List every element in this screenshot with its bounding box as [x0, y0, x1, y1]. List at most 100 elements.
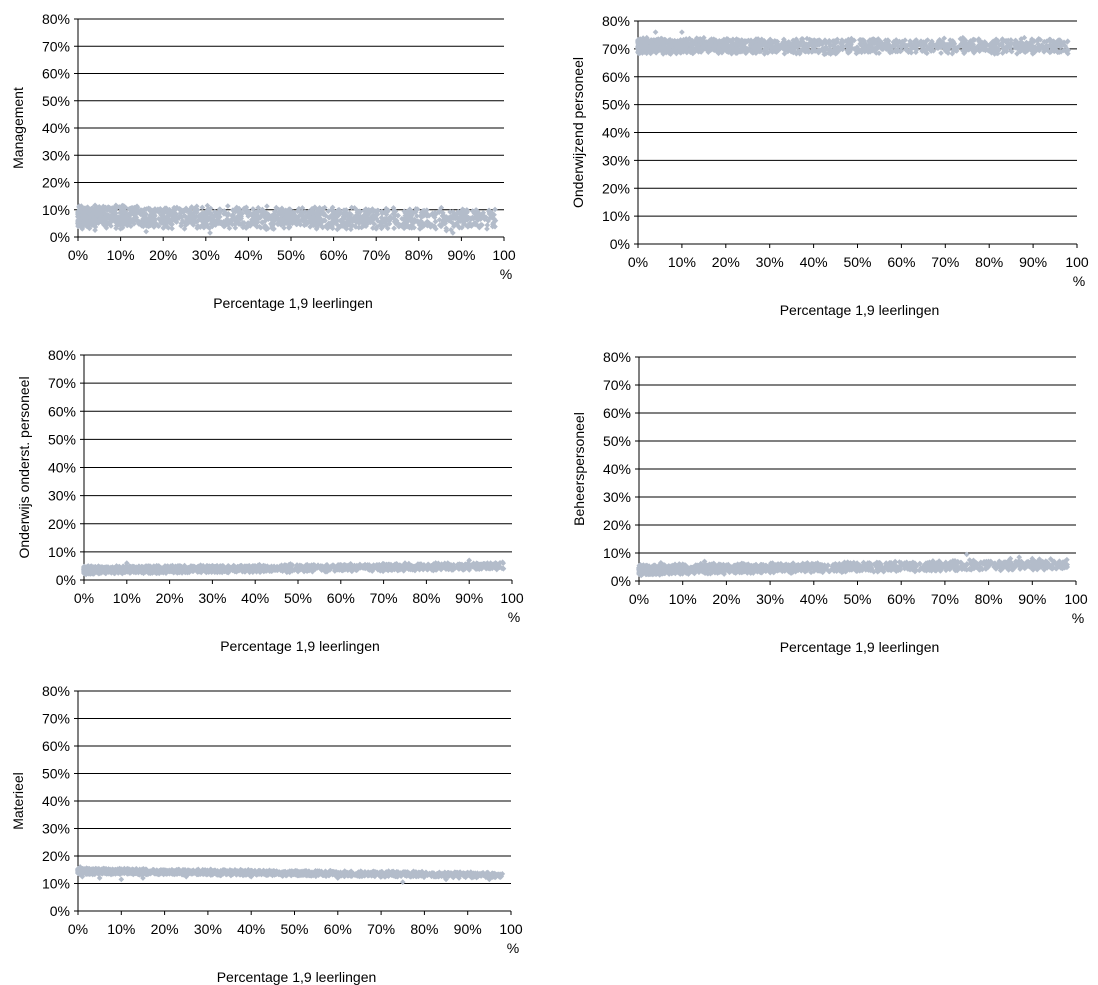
y-tick-label: 70%: [602, 41, 630, 57]
y-tick-label: 50%: [42, 93, 70, 109]
y-axis-title: Beheerspersoneel: [571, 412, 587, 526]
x-tick-label: 20%: [149, 247, 177, 263]
x-axis-title: Percentage 1,9 leerlingen: [780, 302, 940, 318]
data-point: [321, 204, 328, 211]
y-tick-label: 30%: [48, 488, 76, 504]
data-point: [203, 219, 209, 225]
x-tick-label: 20%: [712, 591, 740, 607]
x-tick-label: 0%: [628, 254, 648, 270]
x-tick-label: 20%: [712, 254, 740, 270]
x-tick-label: 30%: [192, 247, 220, 263]
scatter-chart-3: 0%10%20%30%40%50%60%70%80%0% 10% 20% 30% 40%…: [16, 347, 524, 654]
x-tick-label: 100: [1064, 591, 1088, 607]
y-tick-label: 10%: [42, 202, 70, 218]
data-point: [143, 228, 149, 235]
y-tick-label: 20%: [603, 517, 631, 533]
y-tick-label: 0%: [611, 573, 631, 589]
y-tick-label: 30%: [602, 152, 630, 168]
data-point: [413, 206, 419, 212]
x-tick-label: 60%: [320, 247, 348, 263]
x-tick-label: 60%: [887, 591, 915, 607]
scatter-chart-1: 0%10%20%30%40%50%60%70%80%0% 10% 20% 30% 40%…: [10, 11, 516, 311]
x-tick-label: 80%: [975, 591, 1003, 607]
x-tick-label: 40%: [234, 247, 262, 263]
x-tick-label: 10%: [669, 591, 697, 607]
y-tick-label: 10%: [603, 545, 631, 561]
y-tick-label: 30%: [42, 147, 70, 163]
data-point: [207, 230, 213, 236]
data-point: [256, 223, 263, 230]
data-point: [432, 218, 439, 225]
x-tick-label: 50%: [277, 247, 305, 263]
data-point: [343, 207, 350, 213]
data-point: [469, 208, 476, 214]
x-tick-label: 90%: [1018, 591, 1046, 607]
y-tick-label: 60%: [603, 405, 631, 421]
x-tick-label: 10%: [107, 247, 135, 263]
data-point: [447, 209, 453, 215]
x-tick-label: 70%: [931, 254, 959, 270]
y-axis-title: Onderwijzend personeel: [570, 57, 586, 208]
x-tick-label: 100: [500, 590, 524, 606]
data-point: [131, 220, 137, 227]
x-axis-title: Percentage 1,9 leerlingen: [213, 295, 373, 311]
data-point: [230, 207, 236, 213]
data-point: [193, 203, 200, 210]
x-tick-label: 70%: [931, 591, 959, 607]
y-tick-label: 80%: [48, 347, 76, 363]
data-point: [255, 204, 262, 211]
x-tick-label-unit: %: [500, 266, 512, 282]
y-tick-label: 50%: [48, 431, 76, 447]
data-point: [264, 203, 270, 210]
y-tick-label: 80%: [603, 349, 631, 365]
scatter-chart-2: 0%10%20%30%40%50%60%70%80%0% 10% 20% 30% 40%…: [570, 13, 1089, 318]
x-tick-label: 50%: [843, 254, 871, 270]
scatter-chart-4: 0%10%20%30%40%50%60%70%80%0% 10% 20% 30% 40%…: [571, 349, 1088, 655]
data-point: [391, 225, 397, 232]
y-tick-label: 40%: [48, 460, 76, 476]
y-tick-label: 0%: [56, 572, 76, 588]
y-tick-label: 30%: [603, 489, 631, 505]
x-tick-label: 80%: [405, 247, 433, 263]
x-tick-label: 70%: [370, 590, 398, 606]
y-tick-label: 10%: [602, 208, 630, 224]
x-tick-label: 40%: [800, 591, 828, 607]
x-tick-label: 60%: [327, 590, 355, 606]
x-tick-label: 50%: [843, 591, 871, 607]
x-tick-label: 50%: [284, 590, 312, 606]
y-tick-label: 20%: [602, 180, 630, 196]
x-tick-label: 10%: [668, 254, 696, 270]
data-point: [165, 224, 172, 231]
x-tick-label: 40%: [800, 254, 828, 270]
data-point: [479, 222, 485, 228]
data-point: [652, 29, 659, 35]
data-points: [635, 29, 1072, 58]
data-point: [348, 226, 354, 233]
data-point: [117, 209, 124, 216]
y-tick-label: 70%: [48, 375, 76, 391]
x-tick-label: 80%: [975, 254, 1003, 270]
data-point: [383, 205, 389, 212]
x-tick-label: 30%: [756, 254, 784, 270]
y-axis-title: Onderwijs onderst. personeel: [16, 376, 32, 558]
data-point: [225, 203, 231, 209]
data-point: [360, 215, 366, 222]
data-point: [299, 205, 306, 211]
y-axis-title: Management: [10, 87, 26, 169]
data-point: [92, 227, 98, 234]
x-tick-label: 40%: [241, 590, 269, 606]
y-tick-label: 70%: [42, 38, 70, 54]
data-point: [329, 204, 336, 211]
y-tick-label: 80%: [42, 11, 70, 27]
data-point: [128, 223, 134, 229]
y-tick-label: 40%: [42, 120, 70, 136]
y-tick-label: 60%: [42, 66, 70, 82]
y-tick-label: 0%: [610, 236, 630, 252]
data-point: [323, 222, 330, 229]
x-tick-label: 80%: [412, 590, 440, 606]
x-axis-title: Percentage 1,9 leerlingen: [220, 638, 380, 654]
x-tick-label: 90%: [447, 247, 475, 263]
y-tick-label: 70%: [603, 377, 631, 393]
x-tick-label: 0%: [629, 591, 649, 607]
